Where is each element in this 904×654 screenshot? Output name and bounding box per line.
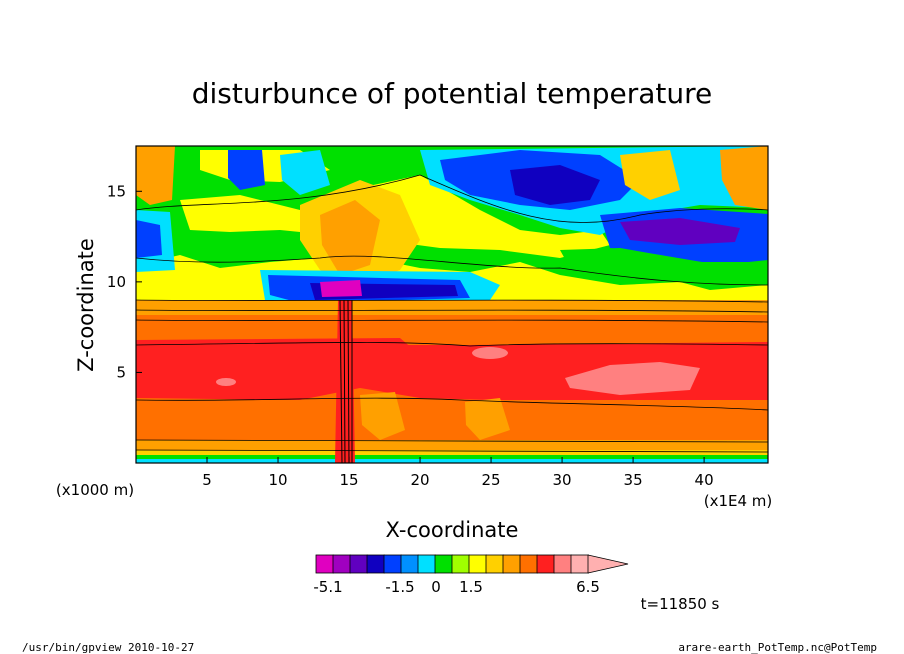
x-tick-label: 40 (695, 471, 714, 489)
colorbar-swatch (570, 554, 589, 574)
y-tick-label: 10 (107, 273, 126, 291)
upper-right-darkblue (510, 165, 600, 205)
x-axis-label: X-coordinate (386, 518, 519, 542)
colorbar-swatch (553, 554, 572, 574)
contour-field (136, 146, 768, 463)
colorbar-tick-label: -1.5 (385, 578, 414, 596)
chart-title: disturbunce of potential temperature (192, 77, 713, 110)
x-tick-label: 25 (482, 471, 501, 489)
right-purple-band (620, 218, 740, 245)
y-tick-label: 5 (116, 363, 126, 381)
pink-patch-2 (565, 362, 700, 395)
x-tick-label: 10 (268, 471, 287, 489)
y-axis-label: Z-coordinate (74, 238, 98, 372)
disturbance-lines (339, 299, 353, 463)
colorbar (315, 554, 629, 574)
plot-frame (135, 145, 769, 464)
pink-patch-1 (472, 347, 508, 359)
colorbar-swatch (332, 554, 351, 574)
colorbar-tick-labels: -5.1 -1.5 0 1.5 6.5 (313, 578, 600, 596)
time-label: t=11850 s (641, 595, 720, 613)
colorbar-swatch (536, 554, 555, 574)
y-tick-label: 15 (107, 182, 126, 200)
colorbar-swatch (434, 554, 453, 574)
x-tick-label: 5 (202, 471, 212, 489)
x-tick-label: 15 (339, 471, 358, 489)
lower-light-patch-2 (465, 398, 510, 440)
colorbar-swatch (417, 554, 436, 574)
band-bottom-green (136, 455, 768, 459)
tropopause-magenta (320, 280, 362, 297)
footer-right: arare-earth_PotTemp.nc@PotTemp (678, 641, 877, 654)
band-bottom-cyan (136, 459, 768, 463)
band-bottom-orange (136, 440, 768, 452)
top-blue-patch (228, 150, 265, 190)
x-tick-label: 35 (624, 471, 643, 489)
top-right-orange2 (620, 150, 680, 200)
colorbar-swatch (519, 554, 538, 574)
x-tick-label: 20 (410, 471, 429, 489)
colorbar-swatch (349, 554, 368, 574)
colorbar-extend-arrow (587, 554, 629, 574)
band-red-wave (136, 338, 768, 355)
colorbar-swatch (485, 554, 504, 574)
colorbar-swatch (451, 554, 470, 574)
colorbar-tick-label: 1.5 (459, 578, 483, 596)
band-bottom-yellow (136, 450, 768, 456)
left-blue (136, 220, 162, 258)
x-axis-ticks: 5 10 15 20 25 30 35 40 (202, 457, 714, 489)
lower-light-patch (360, 392, 405, 440)
colorbar-tick-label: 6.5 (576, 578, 600, 596)
colorbar-tick-label: 0 (431, 578, 441, 596)
right-green-bottom (560, 248, 768, 285)
y-scale-label: (x1000 m) (56, 481, 134, 499)
top-right-orange (720, 146, 768, 210)
top-left-orange (136, 146, 175, 205)
colorbar-swatch (400, 554, 419, 574)
pink-patch-3 (216, 378, 236, 386)
x-scale-label: (x1E4 m) (704, 492, 773, 510)
top-cyan-patch (280, 150, 330, 195)
colorbar-swatch (502, 554, 521, 574)
y-axis-ticks: 5 10 15 (107, 182, 142, 381)
colorbar-swatch (383, 554, 402, 574)
colorbar-swatch (315, 554, 334, 574)
colorbar-swatch (366, 554, 385, 574)
x-tick-label: 30 (553, 471, 572, 489)
footer-left: /usr/bin/gpview 2010-10-27 (22, 641, 194, 654)
colorbar-tick-label: -5.1 (313, 578, 342, 596)
colorbar-swatch (468, 554, 487, 574)
